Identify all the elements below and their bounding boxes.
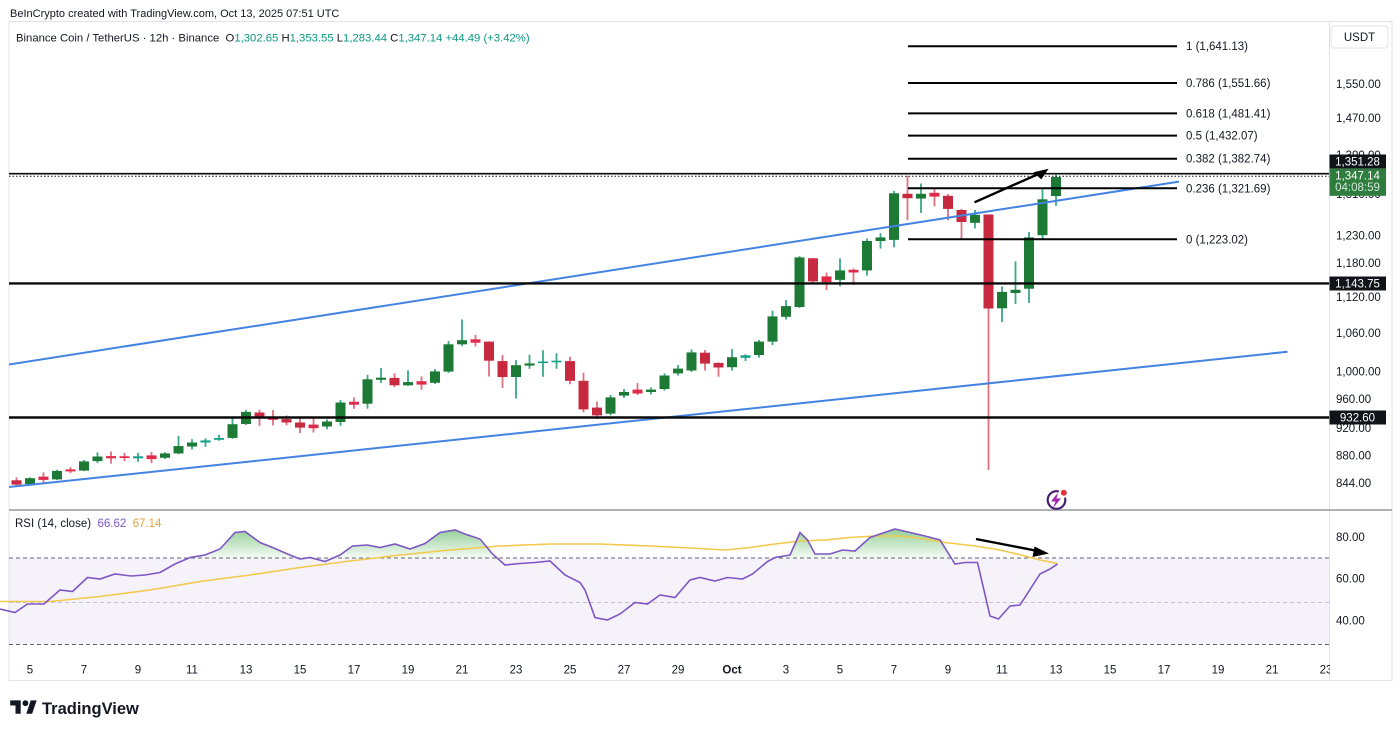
svg-text:1,550.00: 1,550.00: [1336, 79, 1381, 91]
svg-text:BeInCrypto created with Tradin: BeInCrypto created with TradingView.com,…: [10, 8, 339, 20]
svg-text:1,120.00: 1,120.00: [1336, 292, 1381, 304]
svg-text:1,180.00: 1,180.00: [1336, 258, 1381, 270]
svg-text:0.236 (1,321.69): 0.236 (1,321.69): [1186, 183, 1271, 195]
svg-text:960.00: 960.00: [1336, 394, 1371, 406]
svg-text:9: 9: [135, 665, 141, 677]
svg-text:1,000.00: 1,000.00: [1336, 367, 1381, 379]
svg-text:19: 19: [402, 665, 415, 677]
svg-text:15: 15: [1104, 665, 1117, 677]
svg-text:TradingView: TradingView: [42, 700, 139, 718]
svg-text:5: 5: [837, 665, 843, 677]
svg-text:5: 5: [27, 665, 33, 677]
svg-text:USDT: USDT: [1344, 32, 1375, 44]
svg-text:40.00: 40.00: [1336, 616, 1365, 628]
svg-text:1,230.00: 1,230.00: [1336, 231, 1381, 243]
svg-text:21: 21: [1266, 665, 1279, 677]
svg-text:17: 17: [1158, 665, 1171, 677]
svg-text:1,143.75: 1,143.75: [1335, 279, 1380, 291]
svg-text:880.00: 880.00: [1336, 450, 1371, 462]
svg-text:11: 11: [186, 665, 198, 677]
svg-text:80.00: 80.00: [1336, 532, 1365, 544]
svg-text:0.382 (1,382.74): 0.382 (1,382.74): [1186, 154, 1271, 166]
svg-text:Binance Coin / TetherUS · 12h: Binance Coin / TetherUS · 12h · Binance …: [16, 33, 530, 45]
svg-text:932.60: 932.60: [1340, 413, 1375, 425]
svg-text:1,470.00: 1,470.00: [1336, 113, 1381, 125]
svg-text:13: 13: [1050, 665, 1063, 677]
svg-text:RSI (14, close) 66.62 67.14: RSI (14, close) 66.62 67.14: [15, 518, 162, 530]
svg-text:7: 7: [81, 665, 87, 677]
svg-text:3: 3: [783, 665, 789, 677]
svg-text:1,347.14: 1,347.14: [1335, 171, 1380, 183]
svg-text:15: 15: [294, 665, 307, 677]
svg-text:21: 21: [456, 665, 469, 677]
svg-text:0 (1,223.02): 0 (1,223.02): [1186, 234, 1248, 246]
svg-text:1,351.28: 1,351.28: [1335, 157, 1380, 169]
svg-text:7: 7: [891, 665, 897, 677]
svg-text:23: 23: [1320, 665, 1333, 677]
svg-text:25: 25: [564, 665, 577, 677]
svg-text:23: 23: [510, 665, 523, 677]
svg-text:11: 11: [996, 665, 1008, 677]
svg-text:844.00: 844.00: [1336, 478, 1371, 490]
svg-text:9: 9: [945, 665, 951, 677]
svg-text:1 (1,641.13): 1 (1,641.13): [1186, 41, 1248, 53]
svg-text:0.618 (1,481.41): 0.618 (1,481.41): [1186, 108, 1271, 120]
svg-text:04:08:59: 04:08:59: [1335, 182, 1380, 194]
svg-text:0.5 (1,432.07): 0.5 (1,432.07): [1186, 131, 1258, 143]
svg-text:1,060.00: 1,060.00: [1336, 328, 1381, 340]
svg-text:13: 13: [240, 665, 253, 677]
svg-text:27: 27: [618, 665, 631, 677]
svg-text:Oct: Oct: [722, 665, 741, 677]
svg-text:60.00: 60.00: [1336, 573, 1365, 585]
svg-text:19: 19: [1212, 665, 1225, 677]
svg-text:920.00: 920.00: [1336, 423, 1371, 435]
svg-text:17: 17: [348, 665, 361, 677]
svg-text:29: 29: [672, 665, 685, 677]
svg-text:0.786 (1,551.66): 0.786 (1,551.66): [1186, 78, 1271, 90]
